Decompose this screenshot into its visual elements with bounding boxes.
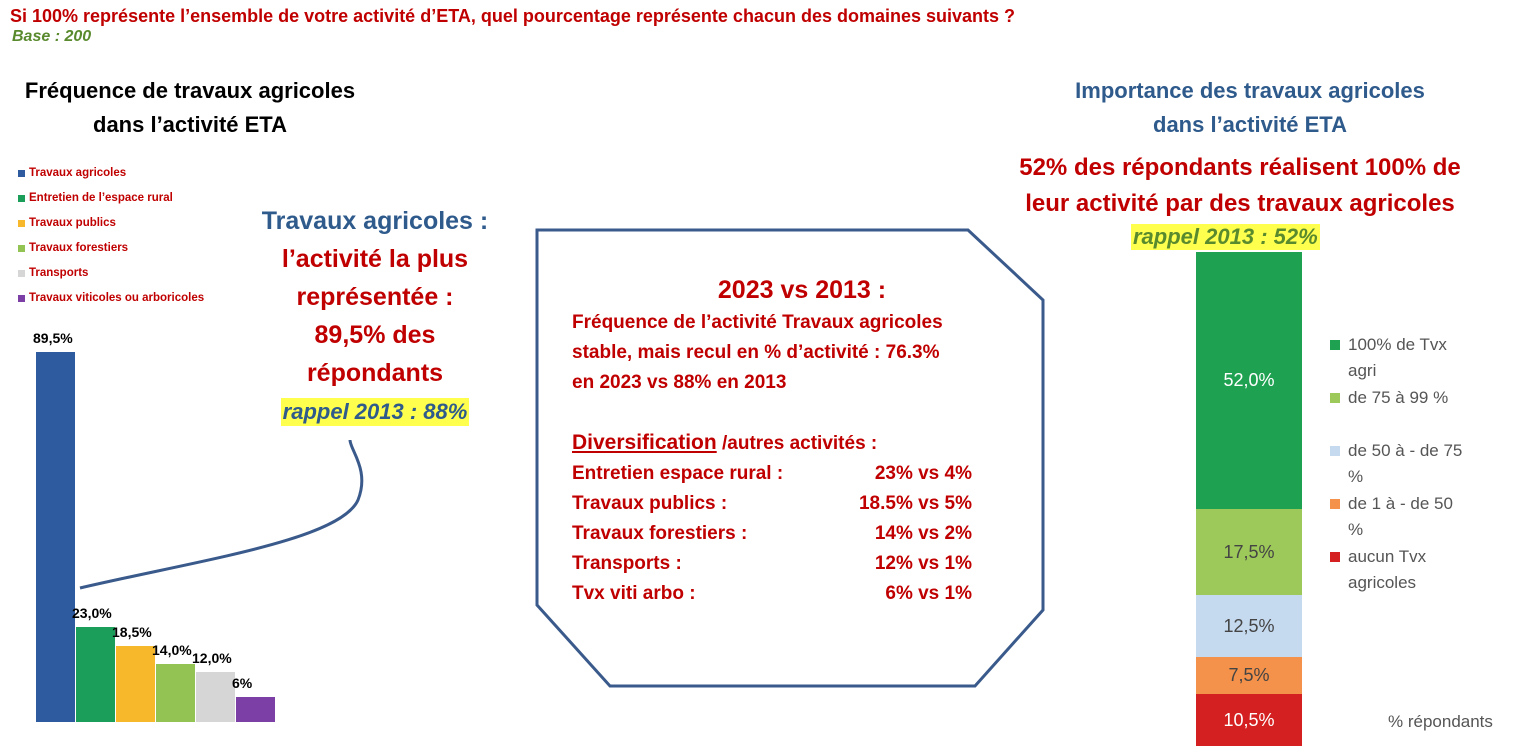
value-label: 10,5% bbox=[1223, 709, 1275, 730]
legend-label: de 75 à 99 % bbox=[1348, 388, 1449, 407]
legend-item: de 1 à - de 50 % bbox=[1330, 491, 1510, 543]
summary-row-value: 23% vs 4% bbox=[874, 463, 972, 484]
bar-segment: 52,0% bbox=[1196, 252, 1302, 509]
bar bbox=[236, 697, 275, 722]
summary-row: Transports : 12% vs 1% bbox=[572, 549, 1032, 579]
summary-row: Travaux publics : 18.5% vs 5% bbox=[572, 489, 1032, 519]
y-label: % répondants bbox=[1388, 712, 1493, 731]
legend-item: aucun Tvx agricoles bbox=[1330, 544, 1510, 596]
bar-segment: 12,5% bbox=[1196, 595, 1302, 658]
bar bbox=[76, 626, 115, 722]
bar bbox=[36, 352, 75, 722]
legend-item: Entretien de l’espace rural bbox=[18, 192, 173, 204]
legend-item: Travaux publics bbox=[18, 217, 116, 229]
question: Si 100% représente l’ensemble de votre a… bbox=[10, 6, 1016, 26]
value-label: 23,0% bbox=[72, 604, 112, 621]
legend-swatch bbox=[1330, 446, 1340, 456]
legend-swatch bbox=[18, 269, 25, 277]
legend-swatch bbox=[18, 294, 25, 302]
value-label: 12,5% bbox=[1223, 615, 1275, 636]
value-label: 6% bbox=[232, 675, 253, 692]
legend-swatch bbox=[1330, 499, 1340, 509]
summary-row-label: Travaux publics : bbox=[572, 493, 728, 514]
summary-line: en 2023 vs 88% en 2013 bbox=[572, 372, 787, 393]
legend-swatch bbox=[18, 219, 25, 227]
summary-title: 2023 vs 2013 : bbox=[717, 276, 887, 304]
value-label: 14,0% bbox=[152, 642, 192, 659]
legend-swatch bbox=[18, 194, 25, 202]
callout: Travaux agricoles : l’activité la plus re… bbox=[240, 202, 510, 430]
summary-heading: Diversification bbox=[572, 431, 717, 454]
summary-row-value: 6% vs 1% bbox=[885, 583, 972, 604]
callout-note: rappel 2013 : 88% bbox=[280, 398, 470, 426]
summary-row-value: 12% vs 1% bbox=[874, 553, 972, 574]
summary-box bbox=[535, 228, 1045, 688]
legend-label: Travaux publics bbox=[29, 217, 116, 229]
legend-label: aucun Tvx agricoles bbox=[1348, 547, 1427, 592]
base: Base : 200 bbox=[12, 28, 92, 45]
value-label: 89,5% bbox=[33, 330, 73, 346]
summary-row: Entretien espace rural : 23% vs 4% bbox=[572, 459, 1032, 489]
summary-row-label: Travaux forestiers : bbox=[572, 523, 748, 544]
right-note: rappel 2013 : 52% bbox=[1131, 224, 1320, 250]
legend-label: 100% de Tvx agri bbox=[1348, 335, 1447, 380]
summary-row-value: 14% vs 2% bbox=[874, 523, 972, 544]
summary-row-label: Transports : bbox=[572, 553, 682, 574]
value-label: 18,5% bbox=[112, 623, 152, 640]
callout-line: 89,5% des bbox=[314, 321, 436, 349]
bar bbox=[196, 672, 235, 722]
summary-row-value: 18.5% vs 5% bbox=[858, 493, 972, 514]
summary-row: Tvx viti arbo : 6% vs 1% bbox=[572, 579, 1032, 609]
legend-item: Travaux agricoles bbox=[18, 167, 126, 179]
callout-line: l’activité la plus bbox=[281, 245, 469, 273]
legend-label: de 1 à - de 50 % bbox=[1348, 494, 1453, 539]
bar bbox=[156, 664, 195, 722]
legend-item: de 50 à - de 75 % bbox=[1330, 438, 1510, 490]
summary-row: Travaux forestiers : 14% vs 2% bbox=[572, 519, 1032, 549]
value-label: 52,0% bbox=[1223, 369, 1275, 390]
right-title: Importance des travaux agricoles dans l’… bbox=[1075, 78, 1425, 137]
legend-swatch bbox=[18, 244, 25, 252]
right-subtitle: 52% des répondants réalisent 100% de leu… bbox=[1019, 154, 1461, 217]
callout-title: Travaux agricoles : bbox=[261, 207, 489, 235]
bar-segment: 7,5% bbox=[1196, 657, 1302, 695]
legend-swatch bbox=[18, 169, 25, 177]
legend-label: Transports bbox=[29, 267, 89, 279]
legend-item: Travaux viticoles ou arboricoles bbox=[18, 292, 204, 304]
bar-segment: 17,5% bbox=[1196, 508, 1302, 596]
legend-item: de 75 à 99 % bbox=[1330, 385, 1510, 411]
legend-label: de 50 à - de 75 % bbox=[1348, 441, 1463, 486]
summary-row-label: Entretien espace rural : bbox=[572, 463, 784, 484]
legend-label: Travaux viticoles ou arboricoles bbox=[29, 292, 205, 304]
legend-label: Travaux forestiers bbox=[29, 242, 129, 254]
bar bbox=[116, 645, 155, 722]
legend-swatch bbox=[1330, 340, 1340, 350]
connector bbox=[79, 439, 364, 590]
legend-label: Travaux agricoles bbox=[29, 167, 127, 179]
value-label: 7,5% bbox=[1228, 665, 1270, 686]
legend-swatch bbox=[1330, 393, 1340, 403]
value-label: 12,0% bbox=[192, 650, 232, 667]
value-label: 17,5% bbox=[1223, 541, 1275, 562]
bar-segment: 10,5% bbox=[1196, 694, 1302, 746]
summary-heading-row: Diversification /autres activités : bbox=[572, 428, 1032, 459]
summary: 2023 vs 2013 : Fréquence de l’activité T… bbox=[572, 272, 1032, 609]
legend-swatch bbox=[1330, 552, 1340, 562]
summary-line: Fréquence de l’activité Travaux agricole… bbox=[572, 312, 943, 333]
summary-heading-suffix: /autres activités : bbox=[716, 433, 878, 454]
left-title: Fréquence de travaux agricoles dans l’ac… bbox=[24, 78, 356, 137]
summary-row-label: Tvx viti arbo : bbox=[572, 583, 696, 604]
callout-line: représentée : bbox=[296, 283, 454, 311]
legend-item: Transports bbox=[18, 267, 88, 279]
legend-item: 100% de Tvx agri bbox=[1330, 332, 1510, 384]
summary-line: stable, mais recul en % d’activité : 76.… bbox=[572, 342, 940, 363]
legend-item: Travaux forestiers bbox=[18, 242, 128, 254]
legend-label: Entretien de l’espace rural bbox=[29, 192, 173, 204]
callout-line: répondants bbox=[306, 359, 444, 387]
